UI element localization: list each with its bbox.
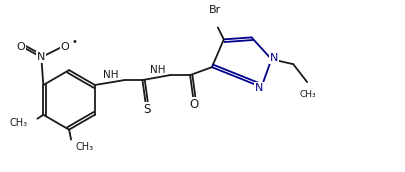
Text: Br: Br [208, 5, 220, 15]
Text: •: • [71, 37, 77, 47]
Text: O: O [189, 98, 198, 111]
Text: N: N [255, 83, 263, 93]
Text: NH: NH [103, 70, 118, 80]
Text: O: O [16, 42, 25, 52]
Text: S: S [143, 103, 150, 116]
Text: O: O [61, 42, 69, 52]
Text: CH₃: CH₃ [299, 90, 315, 99]
Text: NH: NH [149, 65, 165, 75]
Text: CH₃: CH₃ [9, 118, 28, 128]
Text: N: N [270, 53, 278, 63]
Text: CH₃: CH₃ [75, 142, 93, 153]
Text: N: N [37, 52, 45, 62]
